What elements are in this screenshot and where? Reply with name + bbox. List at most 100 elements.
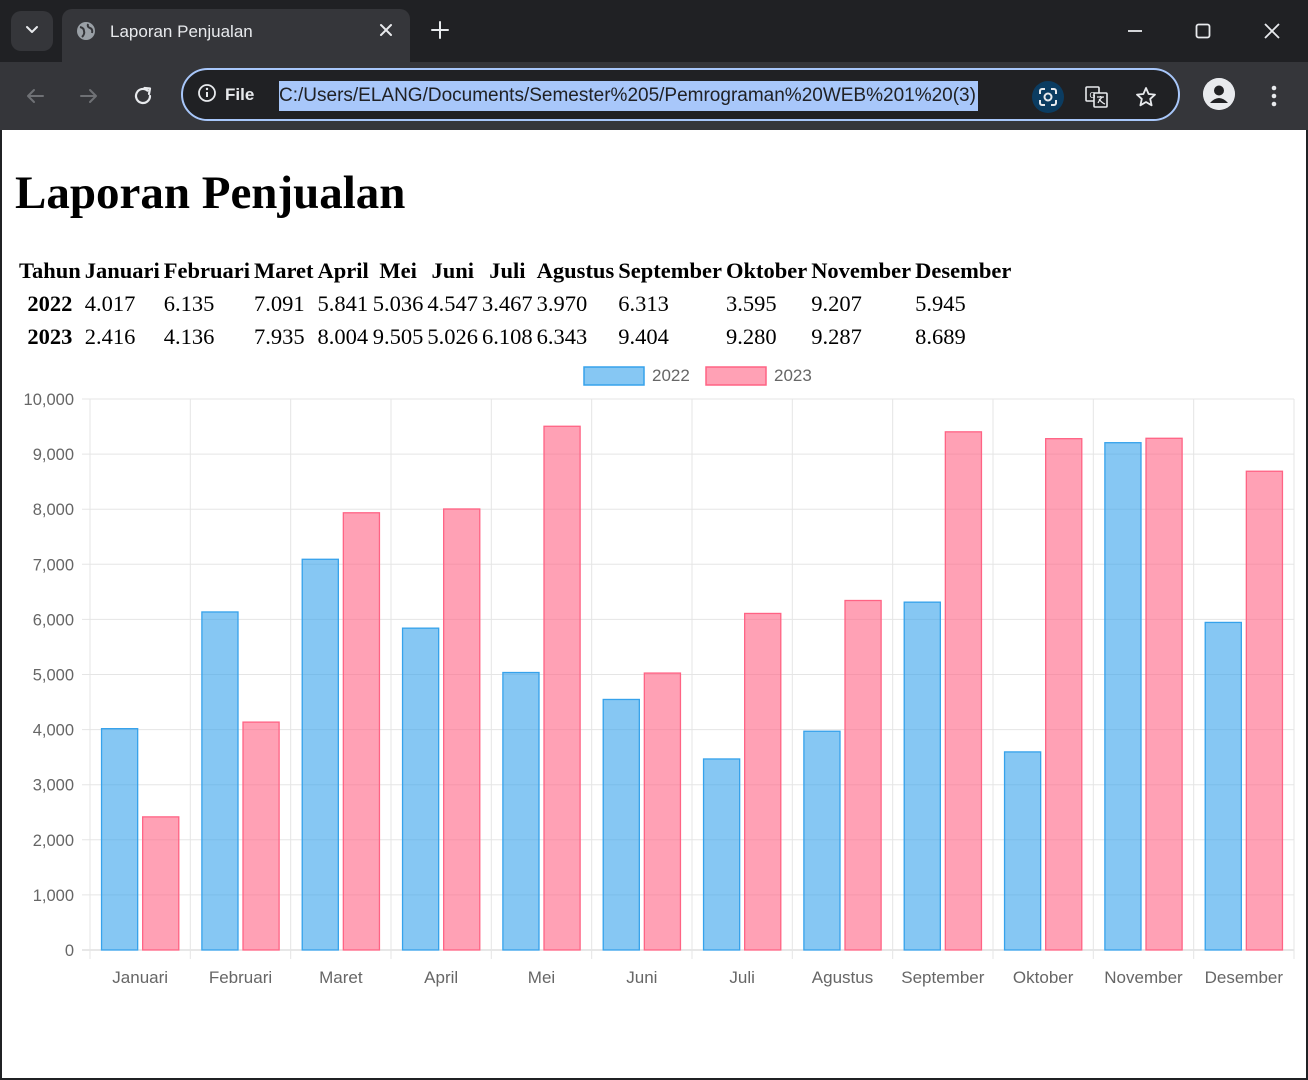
table-header: Februari bbox=[163, 257, 250, 283]
table-cell: 8.004 bbox=[317, 323, 369, 349]
x-tick-label: Oktober bbox=[1013, 968, 1074, 987]
sales-bar-chart: 0 1,000 2,000 3,000 4,000 5,000 6,000 7,000 8,00… bbox=[24, 366, 1295, 987]
bar-2023-maret bbox=[342, 512, 381, 951]
table-cell: 5.036 bbox=[372, 290, 424, 316]
bar-2022-september bbox=[903, 601, 941, 951]
globe-icon bbox=[76, 21, 96, 41]
bar-2023-januari bbox=[142, 816, 180, 951]
bookmark-star-icon[interactable] bbox=[1130, 81, 1162, 113]
table-cell: 9.505 bbox=[372, 323, 424, 349]
table-cell: 9.404 bbox=[618, 323, 669, 349]
table-cell: 5.841 bbox=[317, 290, 369, 316]
address-bar[interactable]: File C:/Users/ELANG/Documents/Semester%2… bbox=[181, 68, 1180, 121]
table-header-row: Tahun Januari Februari Maret April Mei J… bbox=[18, 255, 1012, 286]
table-header: September bbox=[618, 257, 722, 283]
x-tick-label: April bbox=[424, 968, 458, 987]
bar-2023-juli bbox=[744, 612, 782, 951]
y-tick-label: 3,000 bbox=[33, 777, 74, 795]
page-content: Laporan Penjualan Tahun Januari Februari… bbox=[2, 130, 1306, 1078]
bar-2022-agustus bbox=[803, 730, 841, 951]
minimize-icon[interactable] bbox=[1120, 16, 1150, 46]
table-cell: 5.026 bbox=[427, 323, 479, 349]
bar-2023-agustus bbox=[844, 599, 882, 951]
table-header: April bbox=[317, 257, 369, 283]
y-tick-label: 5,000 bbox=[33, 667, 74, 685]
bar-2023-februari bbox=[242, 721, 280, 951]
bar-2023-september bbox=[944, 431, 983, 951]
table-cell: 7.091 bbox=[253, 290, 305, 316]
table-cell: 8.689 bbox=[915, 323, 966, 349]
site-info-chip[interactable]: File bbox=[197, 84, 254, 106]
table-row: 2022 4.017 6.135 7.091 5.841 5.036 4.547… bbox=[18, 288, 1012, 319]
table-header: Tahun bbox=[19, 257, 81, 283]
maximize-icon[interactable] bbox=[1188, 16, 1218, 46]
translate-icon[interactable]: G bbox=[1081, 81, 1113, 113]
table-cell: 9.287 bbox=[811, 323, 862, 349]
table-row: 2023 2.416 4.136 7.935 8.004 9.505 5.026… bbox=[18, 321, 1012, 352]
table-cell-year: 2023 bbox=[27, 323, 73, 349]
table-header: November bbox=[811, 257, 912, 283]
y-tick-label: 10,000 bbox=[24, 391, 74, 409]
x-tick-label: Mei bbox=[528, 968, 555, 987]
y-tick-label: 1,000 bbox=[33, 887, 74, 905]
y-tick-label: 2,000 bbox=[33, 832, 74, 850]
table-header: Juli bbox=[489, 257, 526, 283]
bar-2023-oktober bbox=[1045, 438, 1083, 951]
reload-icon[interactable] bbox=[127, 80, 159, 112]
tab-search-button[interactable] bbox=[11, 11, 53, 51]
x-tick-label: Februari bbox=[209, 968, 272, 987]
google-lens-icon[interactable] bbox=[1032, 81, 1064, 113]
legend-swatch-2022 bbox=[583, 366, 645, 386]
table-header: Januari bbox=[84, 257, 160, 283]
tab-title: Laporan Penjualan bbox=[110, 22, 253, 41]
bar-2023-november bbox=[1145, 437, 1183, 951]
x-tick-label: Maret bbox=[319, 968, 363, 987]
x-tick-label: November bbox=[1104, 968, 1183, 987]
table-cell: 2.416 bbox=[84, 323, 136, 349]
table-cell: 6.343 bbox=[536, 323, 588, 349]
table-cell: 7.935 bbox=[253, 323, 305, 349]
table-header: Juni bbox=[431, 257, 474, 283]
url-text[interactable]: C:/Users/ELANG/Documents/Semester%205/Pe… bbox=[279, 81, 978, 111]
table-cell: 3.467 bbox=[482, 290, 533, 316]
x-tick-label: Juli bbox=[729, 968, 755, 987]
back-arrow-icon[interactable] bbox=[19, 80, 51, 112]
legend-label: 2023 bbox=[774, 366, 812, 385]
bar-2022-mei bbox=[502, 671, 540, 951]
table-cell-year: 2022 bbox=[27, 290, 73, 316]
legend-swatch-2023 bbox=[705, 366, 767, 386]
browser-tab-active[interactable]: Laporan Penjualan bbox=[62, 9, 410, 62]
bar-2022-juni bbox=[602, 698, 640, 951]
table-header: Agustus bbox=[536, 257, 615, 283]
close-window-icon[interactable] bbox=[1257, 16, 1287, 46]
bar-2022-februari bbox=[201, 611, 239, 951]
table-header: Mei bbox=[379, 257, 417, 283]
table-cell: 9.280 bbox=[725, 323, 777, 349]
x-tick-label: Desember bbox=[1205, 968, 1284, 987]
x-tick-label: Agustus bbox=[812, 968, 873, 987]
x-tick-label: Juni bbox=[626, 968, 657, 987]
table-cell: 5.945 bbox=[915, 290, 966, 316]
forward-arrow-icon[interactable] bbox=[73, 80, 105, 112]
bar-2022-november bbox=[1104, 442, 1142, 951]
y-tick-label: 4,000 bbox=[33, 722, 74, 740]
bar-2022-desember bbox=[1204, 621, 1242, 951]
bar-2023-desember bbox=[1245, 470, 1284, 951]
info-icon bbox=[197, 83, 217, 107]
x-tick-label: September bbox=[901, 968, 984, 987]
table-cell: 6.108 bbox=[482, 323, 533, 349]
table-cell: 4.017 bbox=[84, 290, 136, 316]
legend-label: 2022 bbox=[652, 366, 690, 385]
bar-2023-juni bbox=[643, 672, 682, 951]
table-cell: 3.595 bbox=[725, 290, 777, 316]
table-cell: 4.547 bbox=[427, 290, 479, 316]
bar-2022-april bbox=[401, 627, 440, 951]
more-vertical-icon[interactable] bbox=[1260, 80, 1288, 112]
bar-2022-januari bbox=[100, 728, 139, 951]
close-tab-icon[interactable] bbox=[376, 20, 396, 40]
new-tab-plus-icon[interactable] bbox=[428, 18, 452, 42]
profile-avatar-icon[interactable] bbox=[1203, 78, 1235, 110]
svg-text:G: G bbox=[1089, 91, 1095, 100]
x-tick-label: Januari bbox=[112, 968, 168, 987]
bar-2022-maret bbox=[301, 558, 339, 951]
